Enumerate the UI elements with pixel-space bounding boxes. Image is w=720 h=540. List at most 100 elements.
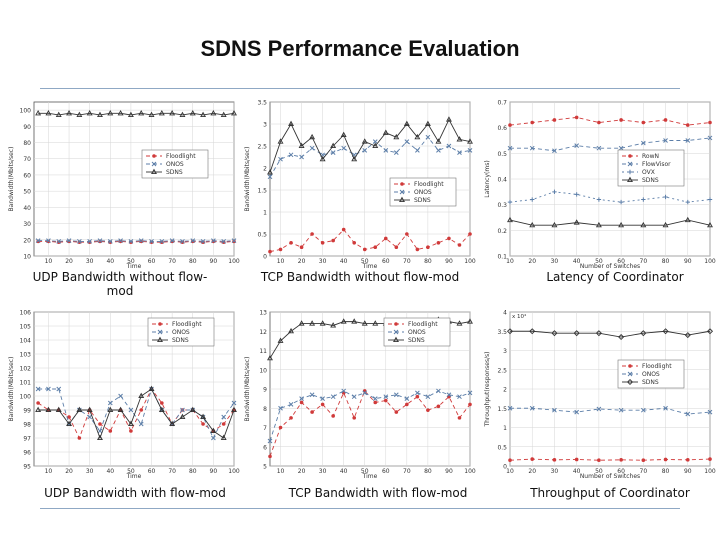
data-point <box>361 138 368 144</box>
data-point <box>436 404 441 409</box>
data-point <box>383 236 388 241</box>
data-point <box>97 238 103 243</box>
legend-label: SDNS <box>408 337 425 344</box>
data-point <box>405 232 409 236</box>
data-point <box>309 133 316 140</box>
data-point <box>640 407 646 413</box>
data-point <box>414 133 421 140</box>
chart-svg: 0 0.5 1 1.5 2 2.5 3 3.5 10 20 30 40 50 60 70 80 90 100 Tim… <box>244 100 476 269</box>
x-tick-label: 20 <box>528 468 536 475</box>
data-point <box>87 239 93 244</box>
series-onos <box>267 134 473 180</box>
data-point <box>415 247 420 252</box>
data-point <box>118 393 123 399</box>
data-point <box>221 414 227 420</box>
data-point <box>341 227 346 232</box>
data-point <box>405 402 409 407</box>
data-point <box>86 406 93 413</box>
data-point <box>107 110 114 116</box>
data-point <box>393 150 399 155</box>
data-point <box>351 394 357 400</box>
chart-udp-with-flowmod: 95 96 97 98 99 100 101 102 103 104 105 106 10 20 30 40 5… <box>4 308 240 479</box>
data-point <box>425 134 431 140</box>
chart-svg: 0 0.5 1 1.5 2 2.5 3 3.5 4 10 20 30 40 50 60 70 80 90 100 Nu… <box>484 310 716 479</box>
data-point <box>36 401 40 405</box>
data-point <box>169 420 176 427</box>
x-tick-label: 90 <box>445 468 453 475</box>
legend-label: RowN <box>642 153 659 160</box>
data-point <box>118 239 123 244</box>
x-tick-label: 90 <box>684 258 692 265</box>
data-point <box>595 330 602 337</box>
data-point <box>160 401 164 405</box>
data-point <box>552 118 557 122</box>
x-tick-label: 10 <box>45 258 53 265</box>
data-point <box>189 110 196 116</box>
legend-marker <box>152 154 156 158</box>
data-point <box>107 406 114 413</box>
y-tick-label: 106 <box>20 310 32 317</box>
x-tick-label: 10 <box>506 258 514 265</box>
y-tick-label: 0.5 <box>497 151 507 158</box>
data-point <box>552 189 557 195</box>
y-tick-label: 102 <box>20 366 32 373</box>
x-tick-label: 80 <box>424 258 432 265</box>
y-tick-label: 3 <box>263 122 267 129</box>
data-point <box>267 169 273 175</box>
y-tick-label: 97 <box>23 436 31 443</box>
data-point <box>425 394 431 400</box>
legend-label: ONOS <box>414 189 432 196</box>
y-tick-label: 5 <box>263 464 267 471</box>
x-tick-label: 70 <box>403 258 411 265</box>
y-tick-label: 3.5 <box>497 329 507 336</box>
caption-udp-with-flowmod: UDP Bandwidth with flow-mod <box>44 486 226 500</box>
data-point <box>436 388 441 394</box>
data-point <box>529 145 535 151</box>
data-point <box>211 238 216 243</box>
legend-label: SDNS <box>642 177 659 184</box>
data-point <box>221 239 227 244</box>
data-point <box>436 241 441 245</box>
series-flowvisor <box>507 135 713 154</box>
data-point <box>35 386 41 392</box>
data-point <box>394 245 399 249</box>
data-point <box>362 390 368 396</box>
data-point <box>383 148 389 153</box>
data-point <box>267 438 273 444</box>
x-tick-label: 20 <box>298 258 306 265</box>
data-point <box>574 115 579 120</box>
legend-label: Floodlight <box>642 363 672 370</box>
data-point <box>35 238 41 243</box>
legend-label: SDNS <box>414 197 431 204</box>
y-tick-label: 103 <box>20 352 32 359</box>
data-point <box>128 407 134 413</box>
y-tick-label: 0.6 <box>497 125 507 132</box>
y-tick-label: 3.5 <box>257 100 267 107</box>
data-point <box>457 150 462 155</box>
y-axis-label: Bandwidth(Mbits/sec) <box>244 147 251 212</box>
data-point <box>662 221 669 228</box>
data-point <box>309 392 315 398</box>
y-tick-label: 8 <box>263 406 267 413</box>
data-point <box>310 410 314 414</box>
legend-marker <box>628 364 632 368</box>
legend-label: Floodlight <box>172 321 202 328</box>
data-point <box>148 111 155 118</box>
data-point <box>45 110 52 116</box>
legend-label: FlowVisor <box>642 161 671 168</box>
data-point <box>299 245 304 249</box>
series-onos <box>267 388 473 444</box>
y-tick-label: 60 <box>23 172 31 179</box>
data-point <box>707 135 713 141</box>
y-tick-label: 2.5 <box>257 144 267 151</box>
legend-marker <box>400 182 404 186</box>
x-tick-label: 100 <box>228 468 240 475</box>
data-point <box>201 422 205 426</box>
data-point <box>552 148 557 154</box>
data-point <box>330 322 337 328</box>
data-point <box>706 328 714 335</box>
data-point <box>200 111 207 118</box>
data-point <box>708 457 712 461</box>
